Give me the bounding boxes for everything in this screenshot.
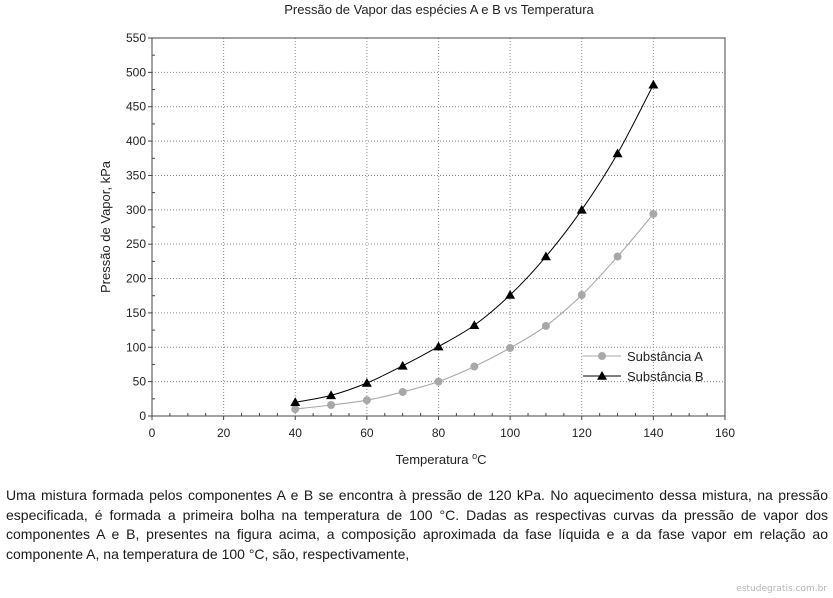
series-layer	[290, 79, 659, 414]
y-tick-label: 150	[126, 306, 146, 320]
data-point-triangle	[290, 397, 301, 407]
data-point-triangle	[326, 390, 337, 400]
data-point-circle	[541, 321, 550, 330]
data-point-circle	[434, 377, 443, 386]
series-a	[291, 209, 658, 414]
data-point-triangle	[576, 204, 587, 214]
data-point-triangle	[469, 320, 480, 330]
data-point-triangle	[505, 290, 516, 299]
x-tick-label: 0	[149, 426, 156, 440]
x-tick-label: 160	[715, 426, 735, 440]
y-tick-label: 450	[126, 100, 146, 114]
grid-lines	[152, 38, 725, 416]
x-tick-label: 20	[217, 426, 231, 440]
data-point-triangle	[361, 378, 372, 387]
legend-label: Substância B	[627, 369, 704, 384]
data-point-circle	[327, 401, 336, 410]
data-point-triangle	[540, 251, 551, 261]
y-tick-label: 100	[126, 340, 146, 354]
y-tick-label: 250	[126, 237, 146, 251]
y-tick-label: 50	[133, 375, 147, 389]
watermark: estudegratis.com.br	[736, 584, 827, 594]
data-point-circle	[613, 252, 622, 261]
x-tick-labels: 0 20 40 60 80 100 120 140 160	[149, 416, 735, 440]
x-tick-label: 80	[432, 426, 446, 440]
vapor-pressure-chart: Pressão de Vapor das espécies A e B vs T…	[98, 2, 735, 467]
y-tick-label: 350	[126, 168, 146, 182]
y-tick-label: 500	[126, 65, 146, 79]
data-point-circle	[649, 209, 658, 218]
legend-label: Substância A	[627, 349, 703, 364]
series-line	[295, 213, 654, 410]
y-tick-label: 0	[139, 409, 146, 423]
x-tick-label: 140	[643, 426, 663, 440]
data-point-circle	[470, 362, 479, 371]
question-text: Uma mistura formada pelos componentes A …	[6, 487, 828, 562]
y-tick-label: 400	[126, 134, 146, 148]
data-point-triangle	[612, 148, 623, 158]
minor-ticks	[152, 54, 708, 416]
data-point-triangle	[433, 341, 444, 351]
x-tick-label: 100	[500, 426, 520, 440]
x-axis-label-main: Temperatura	[396, 452, 473, 467]
data-point-triangle	[397, 360, 408, 370]
y-axis-label: Pressão de Vapor, kPa	[98, 160, 113, 293]
data-point-circle	[291, 405, 300, 414]
data-point-circle	[577, 291, 586, 300]
legend-marker	[597, 371, 607, 380]
legend-marker	[598, 352, 606, 360]
x-tick-label: 120	[572, 426, 592, 440]
x-tick-label: 60	[360, 426, 374, 440]
x-axis-label-unit: C	[477, 452, 486, 467]
y-tick-label: 200	[126, 272, 146, 286]
data-point-circle	[362, 396, 371, 405]
y-tick-label: 300	[126, 203, 146, 217]
chart-title: Pressão de Vapor das espécies A e B vs T…	[284, 2, 594, 17]
y-tick-label: 550	[126, 31, 146, 45]
x-axis-label-sup: o	[472, 451, 477, 461]
data-point-circle	[506, 343, 515, 352]
x-tick-label: 40	[289, 426, 303, 440]
data-point-circle	[398, 387, 407, 396]
x-axis-label: Temperatura oC	[396, 451, 487, 467]
legend: Substância A Substância B	[583, 349, 704, 384]
y-tick-labels: 0 50 100 150 200 250 300 350 400 450 500 550	[126, 31, 152, 423]
data-point-triangle	[648, 79, 659, 89]
series-b	[290, 79, 659, 407]
